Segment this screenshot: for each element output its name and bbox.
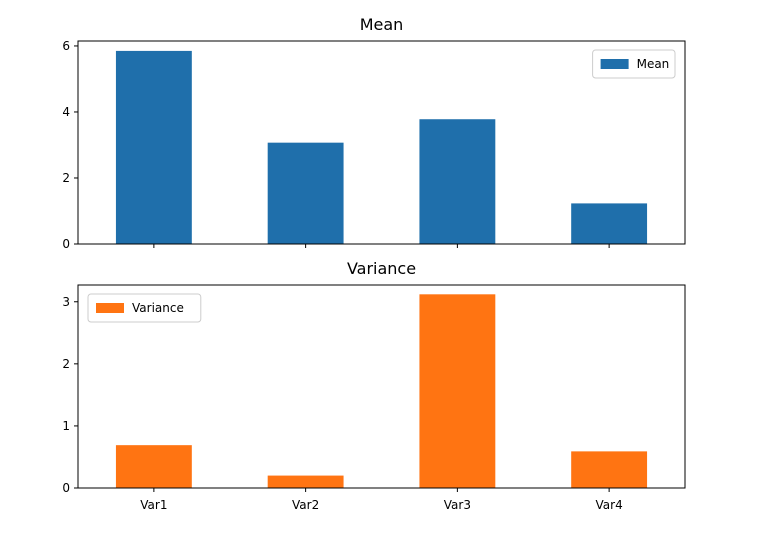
bar-var2	[267, 142, 344, 244]
legend-swatch	[96, 303, 124, 313]
y-tick-label: 2	[62, 357, 70, 371]
legend-swatch	[600, 59, 629, 69]
subplot-2: Variance 0 1 2 3 Var1 Var2 Var3 Var4 Variance	[62, 259, 686, 512]
subplot-1: Mean 0 2 4 6 Mean	[62, 15, 686, 251]
x-tick-label-var4: Var4	[596, 498, 623, 512]
bar-var1	[115, 50, 192, 245]
y-tick-label: 0	[62, 481, 70, 495]
legend-label: Mean	[637, 57, 670, 71]
x-tick-label-var1: Var1	[140, 498, 167, 512]
axes-frame	[77, 284, 686, 489]
y-tick-label: 4	[62, 105, 70, 119]
subplot-title: Mean	[360, 15, 404, 34]
y-tick-label: 3	[62, 295, 70, 309]
bar-var3	[419, 294, 496, 488]
x-tick-label-var3: Var3	[444, 498, 471, 512]
x-tick-label-var2: Var2	[292, 498, 319, 512]
y-tick-label: 0	[62, 237, 70, 251]
bar-var4	[571, 203, 648, 244]
y-tick-label: 2	[62, 171, 70, 185]
legend-label: Variance	[132, 301, 184, 315]
subplot-title: Variance	[347, 259, 416, 278]
legend-box	[87, 293, 202, 323]
y-tick-label: 6	[62, 39, 70, 53]
bar-var2	[267, 475, 344, 488]
legend-box	[592, 49, 676, 79]
bar-var4	[571, 451, 648, 488]
y-tick-label: 1	[62, 419, 70, 433]
axes-frame	[77, 40, 686, 245]
bar-var1	[115, 445, 192, 488]
bar-var3	[419, 119, 496, 244]
legend: Variance	[87, 293, 202, 323]
legend: Mean	[592, 49, 676, 79]
